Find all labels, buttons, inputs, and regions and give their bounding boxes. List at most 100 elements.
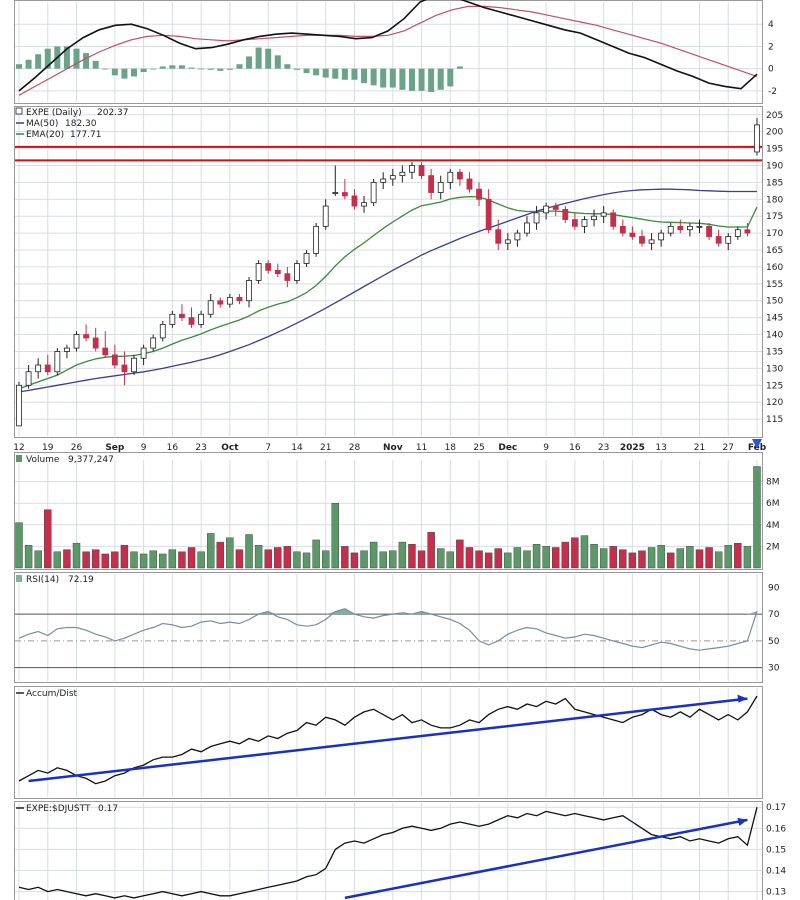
ratio-ytick-4: 0.13	[766, 888, 786, 898]
volume-bar-49	[484, 552, 493, 569]
x-tick-20: 2025	[620, 443, 645, 453]
candle-body-69	[677, 225, 684, 231]
x-tick-9: 14	[291, 443, 303, 453]
volume-bar-76	[743, 546, 752, 569]
x-tick-21: 13	[655, 443, 666, 453]
candle-body-77	[754, 124, 760, 153]
volume-bar-2	[34, 550, 42, 569]
candle-body-39	[389, 175, 396, 180]
x-tick-17: 9	[543, 443, 549, 453]
volume-bar-59	[580, 535, 589, 569]
price-ytick-7: 150	[766, 297, 783, 307]
ratio-ytick-2: 0.15	[766, 845, 786, 855]
x-tick-14: 18	[445, 443, 457, 453]
macd-hist-bar-21	[217, 68, 224, 71]
volume-bar-48	[475, 550, 483, 569]
volume-bar-57	[561, 541, 570, 569]
volume-bar-44	[437, 548, 445, 569]
volume-bar-66	[647, 547, 656, 569]
volume-bar-67	[657, 545, 665, 569]
volume-bar-7	[82, 551, 90, 569]
macd-hist-bar-44	[437, 68, 444, 90]
rsi-line	[18, 608, 758, 651]
candle-body-50	[495, 229, 502, 244]
price-legend: EXPE (Daily) 202.37 MA(50) 182.30 EMA(20…	[15, 107, 129, 140]
volume-bar-4	[53, 551, 62, 569]
macd-panel	[14, 0, 763, 104]
candle-body-60	[591, 215, 597, 220]
macd-hist-bar-13	[140, 68, 147, 72]
macd-hist-bar-17	[178, 65, 185, 69]
price-ytick-8: 155	[766, 280, 783, 290]
accum-legend: Accum/Dist	[16, 689, 78, 699]
volume-bar-26	[264, 549, 272, 569]
candle-body-74	[725, 236, 732, 244]
candle-body-62	[610, 212, 617, 227]
candle-body-6	[73, 334, 80, 349]
candle-body-75	[734, 229, 741, 237]
volume-plot	[15, 466, 761, 569]
candle-body-22	[226, 296, 233, 305]
volume-bar-72	[705, 547, 713, 569]
volume-bar-14	[149, 550, 157, 569]
volume-bar-12	[130, 551, 138, 569]
macd-hist-bar-12	[131, 68, 138, 77]
candle-body-36	[361, 202, 367, 207]
candle-body-54	[533, 212, 540, 224]
macd-hist-bar-19	[198, 68, 205, 70]
macd-hist-bar-31	[313, 68, 320, 76]
volume-bar-54	[532, 544, 541, 569]
price-ytick-9: 160	[766, 263, 783, 273]
ratio-value: 0.17	[98, 804, 118, 814]
ratio-line	[18, 807, 758, 899]
candle-body-18	[188, 317, 195, 325]
volume-bar-11	[120, 545, 129, 569]
volume-bar-63	[619, 549, 627, 569]
x-tick-12: Nov	[383, 443, 403, 453]
macd-hist-bar-2	[35, 54, 42, 69]
rsi-label: RSI(14)	[26, 575, 59, 585]
volume-bar-17	[178, 551, 186, 569]
macd-ytick-1: 2	[768, 42, 774, 52]
x-tick-13: 11	[416, 443, 427, 453]
volume-bar-29	[293, 551, 301, 569]
volume-bar-1	[24, 545, 33, 569]
ratio-ytick-3: 0.14	[766, 866, 786, 876]
vol-ytick-3: 2M	[766, 542, 780, 552]
volume-bar-47	[465, 547, 474, 569]
candle-body-58	[571, 219, 578, 227]
macd-hist-bar-18	[188, 67, 195, 69]
candle-body-19	[198, 313, 205, 325]
candle-body-40	[399, 171, 406, 177]
volume-bar-34	[341, 546, 349, 569]
candle-body-38	[380, 178, 387, 183]
x-tick-18: 16	[569, 443, 581, 453]
candle-body-41	[409, 165, 415, 173]
latest-bar-marker-icon	[752, 439, 762, 449]
x-tick-2: 26	[71, 443, 83, 453]
ema20-value: 177.71	[70, 130, 102, 140]
price-ytick-12: 175	[766, 212, 783, 222]
ma50-label: MA(50)	[26, 119, 58, 129]
y-axes: 4 2 0 -2 115 120 125 130 135 140 145 150 155 160 165 17…	[766, 20, 786, 897]
vol-ytick-1: 6M	[766, 499, 780, 509]
macd-ytick-2: 0	[768, 65, 774, 75]
volume-bar-16	[168, 549, 177, 569]
volume-bar-19	[197, 551, 205, 569]
macd-hist-bar-32	[322, 68, 329, 78]
volume-bar-18	[187, 547, 196, 569]
candle-body-66	[648, 239, 655, 244]
macd-hist-bar-9	[102, 68, 109, 70]
macd-hist-bar-36	[361, 68, 368, 84]
volume-bar-21	[216, 541, 224, 569]
volume-value: 9,377,247	[68, 455, 114, 465]
ratio-legend: EXPE:$DJUSTT 0.17	[16, 804, 118, 814]
volume-bar-32	[322, 550, 330, 569]
macd-ytick-0: 4	[768, 20, 774, 30]
vol-ytick-0: 8M	[766, 478, 780, 488]
volume-bar-10	[111, 551, 119, 569]
candle-body-42	[418, 165, 425, 177]
volume-bar-22	[226, 537, 234, 569]
volume-bar-60	[590, 544, 598, 569]
